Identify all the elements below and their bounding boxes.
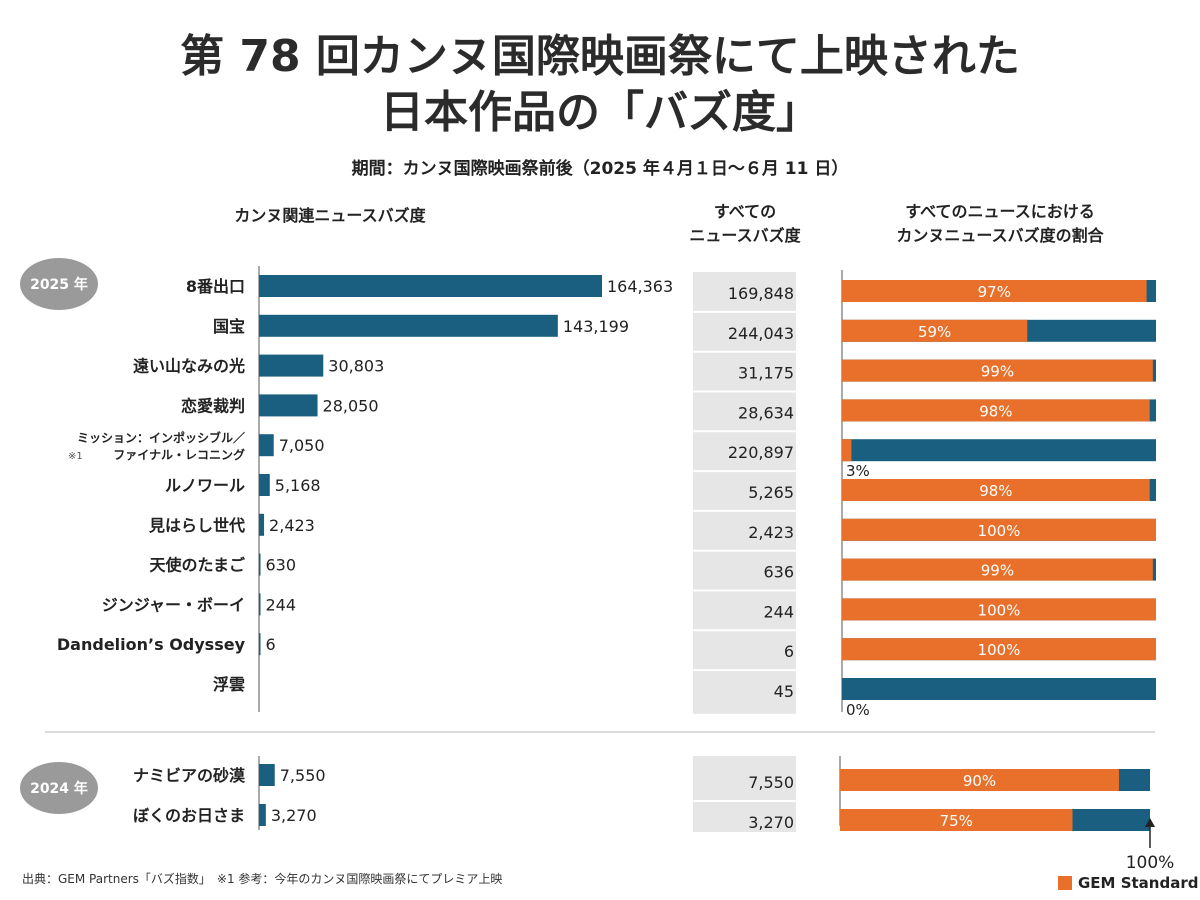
pointer-arrow-icon (1145, 818, 1155, 827)
share-bar-cannes (842, 280, 1147, 302)
cannes-buzz-label: 2,423 (269, 516, 315, 535)
all-news-buzz-value: 220,897 (728, 443, 794, 462)
all-news-buzz-value: 636 (763, 563, 794, 582)
film-name-line-2: ファイナル・レコニング (113, 447, 245, 462)
share-label: 100% (978, 522, 1021, 540)
all-news-buzz-value: 28,634 (738, 403, 794, 422)
share-bar-cannes (842, 399, 1150, 422)
share-label: 3% (846, 462, 870, 480)
share-label: 100% (978, 641, 1021, 659)
all-news-buzz-value: 5,265 (748, 483, 794, 502)
header-share: すべてのニュースにおける カンヌニュースバズ度の割合 (896, 202, 1104, 245)
film-name-line-1: ミッション：インポッシブル／ (77, 430, 245, 445)
cannes-buzz-label: 6 (266, 635, 276, 654)
film-name: 恋愛裁判 (181, 396, 245, 415)
film-name: ジンジャー・ボーイ (102, 595, 245, 614)
cannes-buzz-label: 5,168 (275, 476, 321, 495)
film-name: Dandelion’s Odyssey (57, 635, 246, 654)
film-name: 遠い山なみの光 (133, 357, 245, 376)
pointer-label: 100% (1126, 853, 1175, 873)
share-bar-remainder (842, 439, 1156, 462)
share-label: 98% (979, 402, 1012, 420)
gem-standard-logo: GEM Standard (1058, 874, 1198, 892)
cannes-buzz-bar (259, 474, 270, 496)
source-footnote: 出典：GEM Partners「バズ指数」 ※1 参考：今年のカンヌ国際映画祭に… (22, 872, 503, 886)
share-bar-remainder (842, 678, 1156, 700)
cannes-buzz-bar (259, 553, 261, 576)
film-name: 見はらし世代 (148, 516, 245, 535)
all-news-buzz-value: 244 (763, 602, 794, 621)
cannes-buzz-bar (259, 804, 266, 826)
share-bar-cannes (842, 439, 852, 462)
all-news-buzz-value: 169,848 (728, 284, 794, 303)
cannes-buzz-label: 630 (266, 556, 297, 575)
cannes-buzz-bar (259, 314, 558, 337)
cannes-buzz-label: 7,550 (280, 766, 326, 785)
title-line-1: 第 78 回カンヌ国際映画祭にて上映された (180, 31, 1020, 82)
cannes-buzz-label: 7,050 (279, 436, 325, 455)
share-label: 100% (978, 601, 1021, 619)
film-name: 天使のたまご (149, 556, 245, 575)
share-label: 99% (981, 562, 1014, 580)
cannes-buzz-label: 28,050 (323, 396, 379, 415)
cannes-buzz-bar (259, 394, 318, 417)
share-bar-cannes (842, 479, 1150, 501)
film-name: 浮雲 (213, 675, 245, 694)
year-badge-2024: 2024 年 (20, 762, 98, 814)
logo-mark-icon (1058, 876, 1072, 890)
cannes-buzz-label: 143,199 (563, 317, 629, 336)
share-label: 0% (846, 701, 870, 719)
cannes-buzz-bar (259, 513, 265, 536)
cannes-buzz-bar (259, 354, 324, 377)
share-label: 90% (963, 772, 996, 790)
share-bar-cannes (842, 319, 1028, 342)
share-bar-cannes (842, 638, 1156, 661)
share-bar-cannes (842, 598, 1156, 621)
header-cannes-buzz: カンヌ関連ニュースバズ度 (234, 206, 426, 225)
share-label: 59% (918, 323, 951, 341)
share-label: 75% (940, 812, 973, 830)
all-news-buzz-value: 244,043 (728, 324, 794, 343)
all-news-buzz-value: 3,270 (748, 813, 794, 832)
share-bar-cannes (842, 359, 1153, 382)
film-name: ぼくのお日さま (133, 806, 245, 825)
all-news-buzz-value: 45 (774, 682, 794, 701)
film-name: ナミビアの砂漠 (133, 766, 246, 785)
header-all-news-buzz: すべての ニュースバズ度 (689, 202, 801, 245)
cannes-buzz-bar (259, 764, 275, 786)
share-label: 97% (978, 283, 1011, 301)
footnote-marker: ※1 (68, 451, 83, 462)
cannes-buzz-label: 164,363 (607, 277, 673, 296)
cannes-buzz-bar (259, 593, 261, 616)
cannes-buzz-bar (259, 275, 602, 297)
logo-text: GEM Standard (1078, 874, 1199, 892)
share-bar-cannes (842, 558, 1153, 581)
share-label: 99% (981, 363, 1014, 381)
all-news-buzz-value: 2,423 (748, 523, 794, 542)
cannes-buzz-bar (259, 434, 274, 457)
subtitle: 期間：カンヌ国際映画祭前後（2025 年４月１日～６月 11 日） (351, 159, 849, 179)
all-news-buzz-value: 6 (784, 642, 794, 661)
share-bar-cannes (840, 809, 1073, 831)
film-name: 国宝 (213, 317, 245, 336)
all-news-buzz-value: 7,550 (748, 773, 794, 792)
cannes-buzz-label: 30,803 (328, 357, 384, 376)
share-bar-cannes (842, 518, 1156, 541)
share-bar-cannes (840, 769, 1119, 791)
film-name: 8番出口 (186, 277, 245, 296)
cannes-buzz-label: 3,270 (271, 806, 317, 825)
share-label: 98% (979, 482, 1012, 500)
all-news-table-bg (693, 272, 796, 714)
year-badge-2025: 2025 年 (20, 258, 98, 310)
all-news-table-bg (693, 756, 796, 832)
cannes-buzz-label: 244 (266, 595, 297, 614)
all-news-buzz-value: 31,175 (738, 364, 794, 383)
film-name: ルノワール (165, 476, 245, 495)
cannes-buzz-bar (259, 633, 261, 656)
title-line-2: 日本作品の「バズ度」 (380, 87, 820, 138)
